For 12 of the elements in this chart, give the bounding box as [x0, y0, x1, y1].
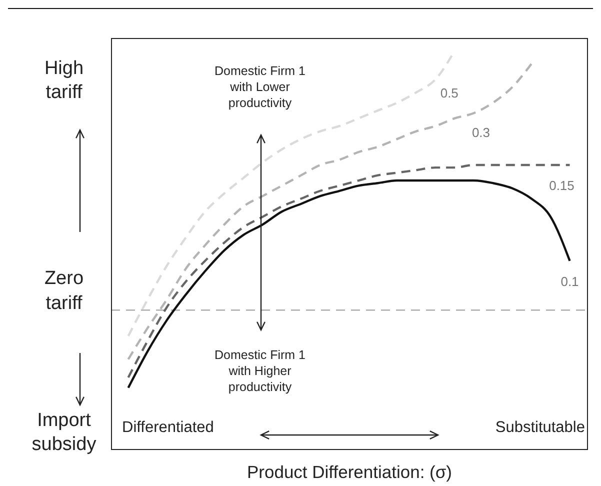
- text: Import subsidy: [30, 408, 98, 458]
- text: Differentiated: [122, 418, 215, 438]
- series-label: 0.1: [560, 274, 579, 289]
- series-label: 0.15: [549, 178, 574, 193]
- series-label: 0.5: [440, 85, 458, 100]
- series-label: 0.3: [472, 124, 490, 140]
- annotation: Domestic Firm 1 with Higher productivity: [214, 346, 306, 396]
- text: Substitutable: [494, 418, 585, 438]
- x-axis-title: Product Differentiation: (σ): [246, 462, 453, 483]
- ref-line-label: Zero tariff: [43, 267, 85, 316]
- annotation: Domestic Firm 1 with Lower productivity: [214, 62, 306, 112]
- text: High tariff: [43, 56, 85, 106]
